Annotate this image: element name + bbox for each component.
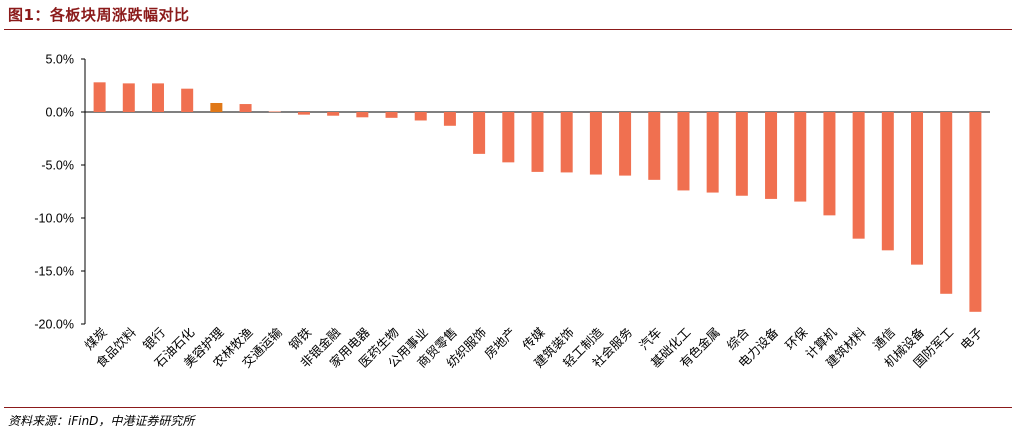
bar-8 bbox=[297, 112, 310, 115]
x-category-label: 房地产 bbox=[481, 325, 518, 362]
bar-10 bbox=[356, 112, 369, 118]
bar-15 bbox=[502, 112, 515, 163]
bar-30 bbox=[940, 112, 953, 294]
y-tick-label: -15.0% bbox=[34, 265, 74, 279]
bar-21 bbox=[677, 112, 690, 191]
y-tick-label: 0.0% bbox=[46, 106, 75, 120]
bar-22 bbox=[706, 112, 719, 193]
bar-13 bbox=[443, 112, 456, 126]
bar-2 bbox=[122, 83, 135, 112]
x-category-label: 电子 bbox=[957, 325, 985, 353]
figure-title: 图1：各板块周涨跌幅对比 bbox=[8, 6, 190, 24]
bar-1 bbox=[93, 82, 106, 112]
y-tick-label: -20.0% bbox=[34, 318, 74, 332]
bar-17 bbox=[560, 112, 573, 173]
bar-16 bbox=[531, 112, 544, 172]
bar-29 bbox=[911, 112, 924, 265]
y-tick-label: -5.0% bbox=[41, 159, 74, 173]
bar-14 bbox=[473, 112, 486, 154]
y-tick-labels: 5.0% 0.0% -5.0% -10.0% -15.0% -20.0% bbox=[34, 53, 74, 332]
footer-divider bbox=[4, 407, 1012, 408]
bar-19 bbox=[619, 112, 632, 176]
bar-12 bbox=[414, 112, 427, 121]
chart-bars bbox=[93, 82, 982, 312]
y-tick-label: 5.0% bbox=[46, 53, 75, 67]
source-note: 资料来源：iFinD，中港证券研究所 bbox=[8, 414, 195, 428]
y-tick-label: -10.0% bbox=[34, 212, 74, 226]
bar-11 bbox=[385, 112, 398, 118]
bar-5 bbox=[210, 102, 223, 112]
bar-25 bbox=[794, 112, 807, 202]
bar-31 bbox=[969, 112, 982, 312]
title-divider bbox=[4, 29, 1012, 30]
bar-4 bbox=[181, 88, 194, 112]
bar-18 bbox=[589, 112, 602, 175]
bar-7 bbox=[268, 111, 281, 113]
bar-27 bbox=[852, 112, 865, 239]
bar-24 bbox=[765, 112, 778, 199]
bar-9 bbox=[327, 112, 340, 116]
bar-20 bbox=[648, 112, 661, 180]
bar-3 bbox=[151, 83, 164, 112]
bar-6 bbox=[239, 104, 252, 112]
bar-23 bbox=[735, 112, 748, 196]
bar-26 bbox=[823, 112, 836, 216]
bar-28 bbox=[881, 112, 894, 251]
